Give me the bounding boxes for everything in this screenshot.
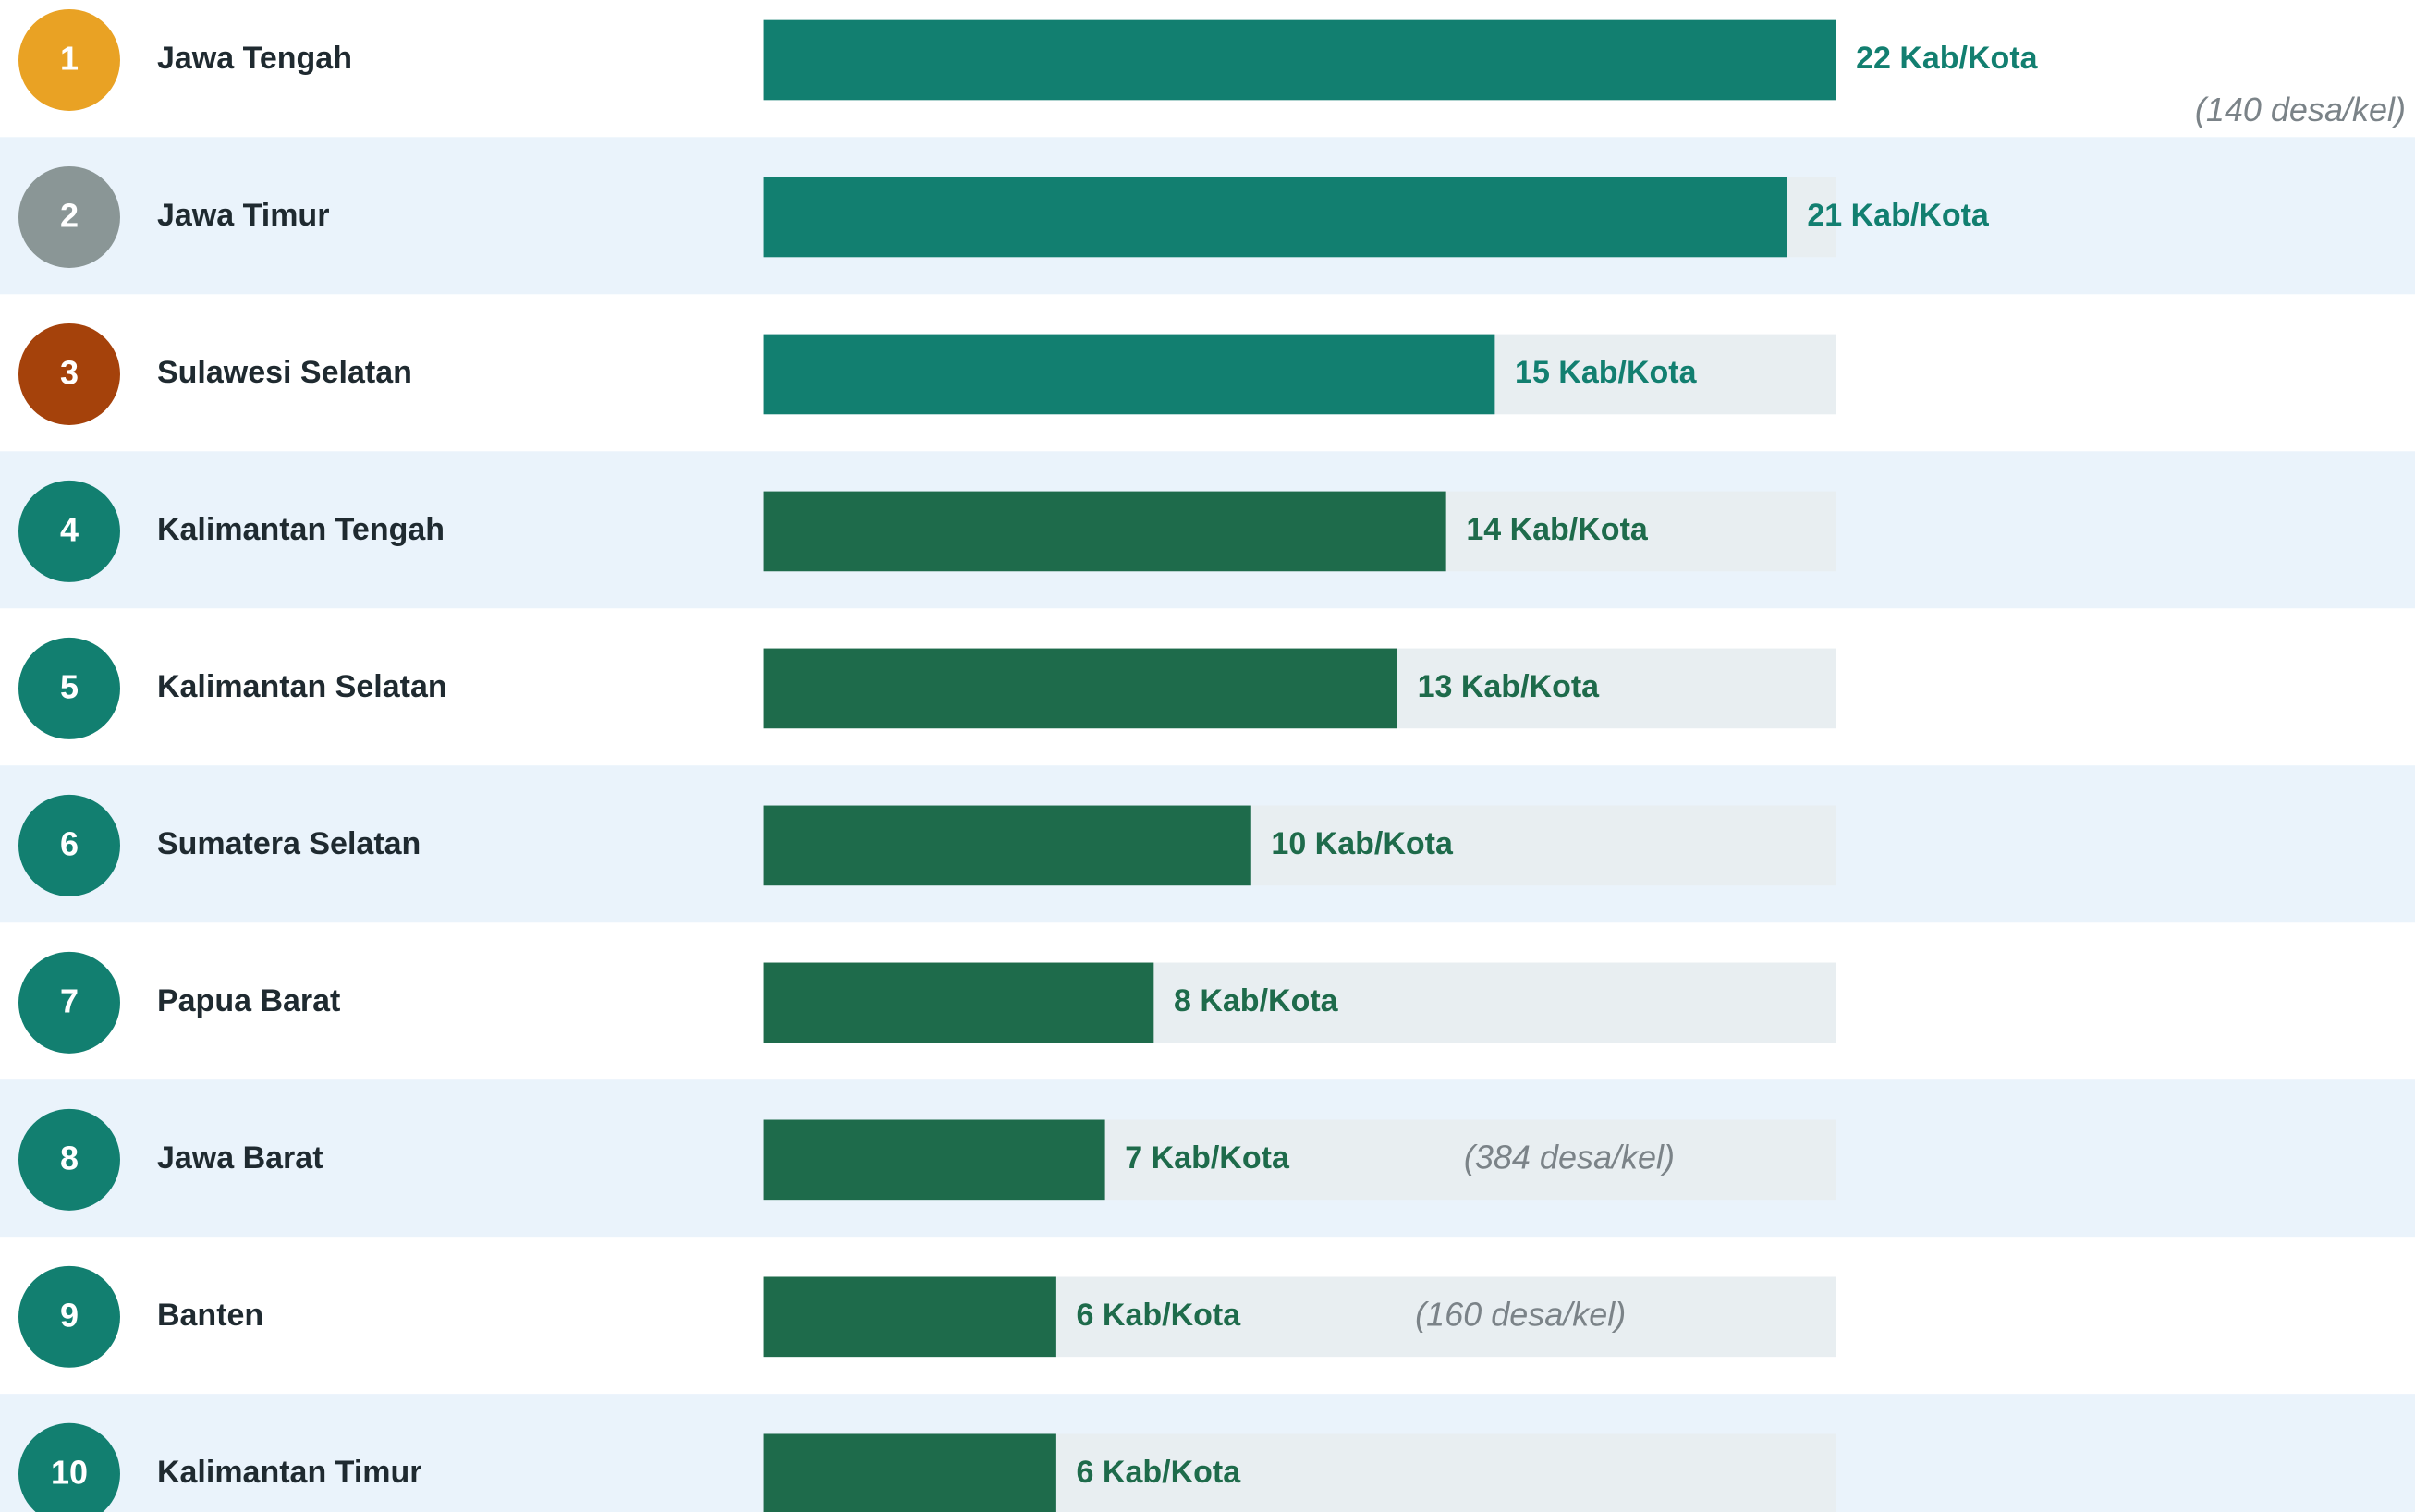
category-label: Jawa Barat [157,1140,323,1176]
category-label: Kalimantan Timur [157,1455,422,1490]
value-label: 22 Kab/Kota [1856,41,2039,76]
note: (160 desa/kel) [1415,1295,1626,1333]
value-label: 8 Kab/Kota [1174,983,1339,1018]
rank-number: 1 [60,40,79,78]
value-label: 6 Kab/Kota [1077,1298,1242,1333]
value-label: 6 Kab/Kota [1077,1455,1242,1490]
bar [763,491,1446,572]
value-label: 15 Kab/Kota [1515,355,1698,390]
rank-badge [18,480,120,582]
bar [763,177,1787,258]
category-label: Papua Barat [157,983,340,1018]
rank-number: 9 [60,1296,79,1334]
rank-badge [18,1422,120,1512]
category-label: Jawa Tengah [157,41,352,76]
rank-badge [18,8,120,111]
rank-number: 10 [51,1453,88,1491]
rank-badge [18,1108,120,1211]
rank-number: 4 [60,510,79,548]
bar [763,1119,1105,1201]
rank-badge [18,951,120,1054]
value-label: 7 Kab/Kota [1125,1140,1290,1176]
bar [763,962,1154,1043]
value-label: 10 Kab/Kota [1271,826,1454,861]
rank-number: 6 [60,824,79,862]
category-label: Sumatera Selatan [157,826,421,861]
bar [763,1276,1056,1358]
value-label: 14 Kab/Kota [1466,512,1649,547]
rank-badge [18,165,120,268]
value-label: 13 Kab/Kota [1418,669,1601,704]
category-label: Kalimantan Selatan [157,669,447,704]
category-label: Sulawesi Selatan [157,355,412,390]
rank-badge [18,794,120,896]
value-label: 21 Kab/Kota [1807,198,1990,233]
rank-badge [18,323,120,425]
rank-badge [18,1265,120,1368]
rank-badge [18,637,120,739]
note: (140 desa/kel) [2195,91,2406,128]
rank-number: 2 [60,196,79,234]
rank-number: 8 [60,1139,79,1177]
category-label: Kalimantan Tengah [157,512,445,547]
category-label: Banten [157,1298,263,1333]
rank-number: 5 [60,667,79,705]
bar [763,19,1836,101]
bar [763,805,1251,886]
note: (384 desa/kel) [1464,1138,1675,1176]
bar [763,1433,1056,1512]
category-label: Jawa Timur [157,198,329,233]
bar [763,648,1397,729]
rank-number: 3 [60,353,79,391]
rank-number: 7 [60,982,79,1019]
bar [763,334,1495,415]
